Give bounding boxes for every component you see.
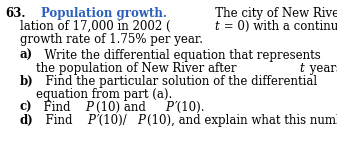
Text: ′(10)/: ′(10)/ <box>97 114 128 127</box>
Text: d): d) <box>20 114 34 127</box>
Text: P: P <box>87 114 95 127</box>
Text: the population of New River after: the population of New River after <box>36 62 240 75</box>
Text: Find the particular solution of the differential: Find the particular solution of the diff… <box>38 75 317 88</box>
Text: Find: Find <box>36 101 74 114</box>
Text: (10) and: (10) and <box>96 101 149 114</box>
Text: b): b) <box>20 75 34 88</box>
Text: (10), and explain what this number: (10), and explain what this number <box>147 114 337 127</box>
Text: t: t <box>300 62 304 75</box>
Text: Write the differential equation that represents: Write the differential equation that rep… <box>37 49 325 62</box>
Text: a): a) <box>20 49 33 62</box>
Text: c): c) <box>20 101 33 114</box>
Text: Population growth.: Population growth. <box>41 7 167 20</box>
Text: = 0) with a continuous: = 0) with a continuous <box>220 20 337 33</box>
Text: growth rate of 1.75% per year.: growth rate of 1.75% per year. <box>20 33 203 46</box>
Text: years.: years. <box>306 62 337 75</box>
Text: P: P <box>165 101 173 114</box>
Text: Find: Find <box>38 114 76 127</box>
Text: equation from part (a).: equation from part (a). <box>36 88 172 101</box>
Text: 63.: 63. <box>5 7 26 20</box>
Text: The city of New River had a popu-: The city of New River had a popu- <box>204 7 337 20</box>
Text: P: P <box>86 101 94 114</box>
Text: ′(10).: ′(10). <box>175 101 206 114</box>
Text: P: P <box>137 114 145 127</box>
Text: lation of 17,000 in 2002 (: lation of 17,000 in 2002 ( <box>20 20 171 33</box>
Text: t: t <box>214 20 219 33</box>
